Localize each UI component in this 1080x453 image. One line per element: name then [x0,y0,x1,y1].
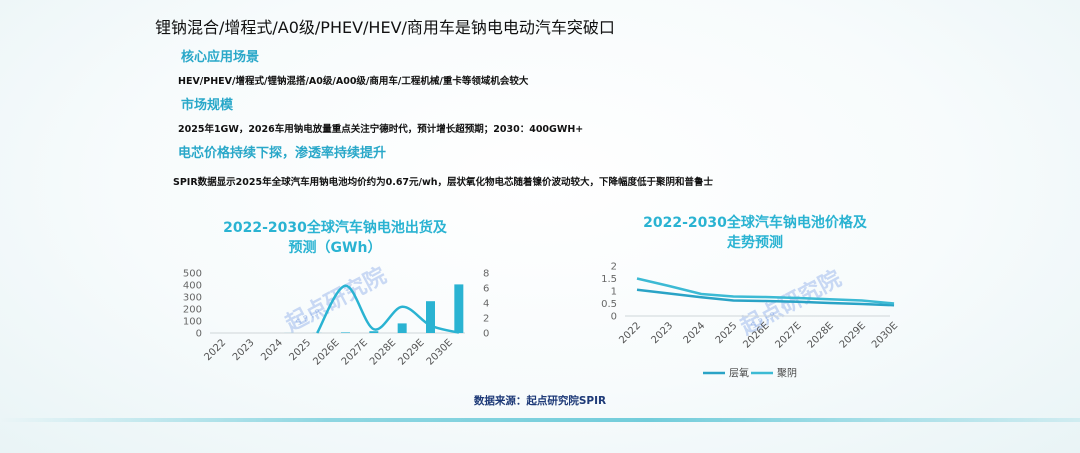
chart1-x-tick: 2028E [368,337,398,367]
chart2-y-tick: 2 [611,262,617,273]
chart1-title-line1: 2022-2030全球汽车钠电池出货及 [223,220,447,236]
chart2-x-tick: 2027E [774,320,804,350]
chart1-y-tick: 200 [183,305,202,316]
chart2-x-tick: 2023 [649,320,675,346]
chart2-x-tick: 2025 [714,320,740,346]
chart1-title-line2: 预测（GWh） [288,240,382,256]
chart1-y2-tick: 4 [483,299,489,310]
chart2-series-line-0 [636,288,895,307]
chart1-y2-tick: 0 [483,329,489,340]
chart1-x-tick: 2029E [396,337,426,367]
chart1-x-tick: 2023 [231,337,257,363]
section-text-price: SPIR数据显示2025年全球汽车用钠电池均价约为0.67元/wh，层状氧化物电… [173,177,714,188]
chart1-y2-tick: 2 [483,314,489,325]
chart2-x-tick: 2024 [682,320,708,346]
chart1-bar [397,323,407,333]
chart2-legend-label: 聚阴 [777,368,797,380]
chart2-title-line1: 2022-2030全球汽车钠电池价格及 [643,215,867,231]
chart1-y2-tick: 8 [483,269,489,280]
page-title: 锂钠混合/增程式/A0级/PHEV/HEV/商用车是钠电电动汽车突破口 [155,18,615,37]
chart1-bar [426,301,435,333]
chart1-x-tick: 2022 [203,337,229,363]
chart1-title: 2022-2030全球汽车钠电池出货及 预测（GWh） [190,218,480,258]
chart2-y-tick: 0.5 [601,299,617,310]
section-text-market: 2025年1GW，2026车用钠电放量重点关注宁德时代，预计增长超预期；2030… [178,124,584,135]
chart1-bar [369,331,379,333]
chart2-legend-label: 层氧 [729,367,749,380]
chart1-bar [454,284,464,333]
chart1-x-tick: 2026E [311,337,341,367]
chart2-x-tick: 2030E [870,320,900,350]
chart1-y2-tick: 6 [483,284,489,295]
footer-decoration [0,418,1080,422]
chart1-x-tick: 2024 [259,337,285,363]
chart1-y-tick: 100 [183,317,202,328]
chart1-bar [341,332,350,333]
data-source: 数据来源：起点研究院SPIR [473,395,607,407]
section-heading-market: 市场规模 [181,98,234,113]
chart1-x-tick: 2030E [425,337,455,367]
chart1-y-tick: 500 [183,269,202,280]
section-heading-price: 电芯价格持续下探，渗透率持续提升 [178,146,387,161]
chart2-price: 0 0.51 1.52 2022 2023 2024 2025 2026E 2027E 2028E… [601,262,900,380]
chart1-series-line [316,284,460,334]
chart1-y-tick: 400 [183,281,202,292]
chart1-x-tick: 2027E [340,337,370,367]
section-text-scenarios: HEV/PHEV/增程式/锂钠混搭/A0级/A00级/商用车/工程机械/重卡等领… [178,76,529,87]
chart2-y-tick: 1.5 [601,274,617,285]
chart2-x-tick: 2029E [838,320,868,350]
chart2-x-tick: 2026E [741,320,771,350]
chart1-y-tick: 0 [196,329,202,340]
chart2-x-tick: 2022 [617,320,643,346]
chart2-title-line2: 走势预测 [727,235,783,251]
chart2-y-tick: 1 [611,287,617,298]
chart1-x-tick: 2025 [288,337,314,363]
chart2-title: 2022-2030全球汽车钠电池价格及 走势预测 [610,213,900,253]
chart2-series-line-1 [636,277,895,305]
section-heading-scenarios: 核心应用场景 [181,50,260,65]
chart2-x-tick: 2028E [806,320,836,350]
chart1-y-tick: 300 [183,293,202,304]
chart2-y-tick: 0 [611,312,617,323]
